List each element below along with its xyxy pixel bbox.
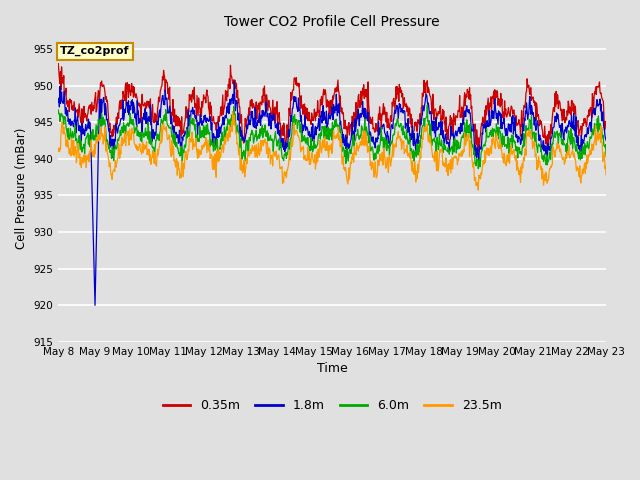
X-axis label: Time: Time	[317, 362, 348, 375]
Text: TZ_co2prof: TZ_co2prof	[60, 46, 130, 56]
Legend: 0.35m, 1.8m, 6.0m, 23.5m: 0.35m, 1.8m, 6.0m, 23.5m	[157, 394, 507, 417]
Title: Tower CO2 Profile Cell Pressure: Tower CO2 Profile Cell Pressure	[225, 15, 440, 29]
Y-axis label: Cell Pressure (mBar): Cell Pressure (mBar)	[15, 127, 28, 249]
